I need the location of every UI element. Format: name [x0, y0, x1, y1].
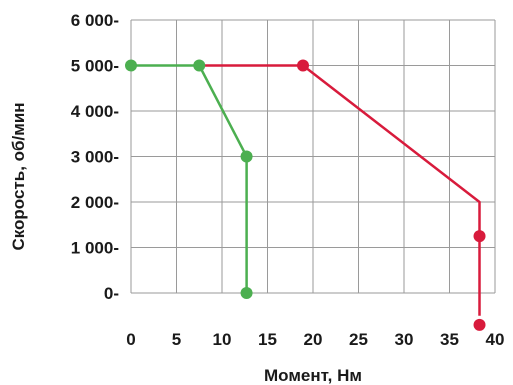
series-2-point [473, 318, 486, 331]
x-tick-label: 40 [486, 330, 505, 349]
tick-labels: 0 5 10 15 20 25 30 35 40 0- 1 000- 2 000- 3 000- 4 00… [71, 11, 505, 349]
x-tick-label: 5 [172, 330, 181, 349]
x-tick-label: 20 [304, 330, 323, 349]
series-1-point [125, 59, 137, 72]
y-tick-label: 6 000- [71, 11, 119, 30]
series-1-line [131, 64, 248, 293]
series-2-line [199, 64, 481, 316]
series-2-point [296, 59, 309, 72]
y-tick-label: 4 000- [71, 102, 119, 121]
series-1-point [240, 287, 253, 299]
series-layer [125, 59, 486, 331]
x-tick-label: 25 [349, 330, 368, 349]
x-tick-label: 15 [258, 330, 277, 349]
y-tick-label: 3 000- [71, 148, 119, 167]
series-2-point [473, 230, 486, 243]
series-1-point [193, 59, 206, 72]
x-tick-label: 10 [213, 330, 232, 349]
y-axis-title: Скорость, об/мин [9, 102, 28, 250]
series-1-point [240, 150, 253, 163]
x-tick-label: 35 [440, 330, 459, 349]
x-tick-label: 30 [395, 330, 414, 349]
y-tick-label: 1 000- [71, 239, 119, 258]
y-tick-label: 0- [104, 284, 119, 303]
x-axis-title: Момент, Нм [264, 366, 362, 385]
y-tick-label: 2 000- [71, 193, 119, 212]
y-tick-label: 5 000- [71, 57, 119, 76]
grid [130, 19, 496, 294]
x-tick-label: 0 [126, 330, 135, 349]
